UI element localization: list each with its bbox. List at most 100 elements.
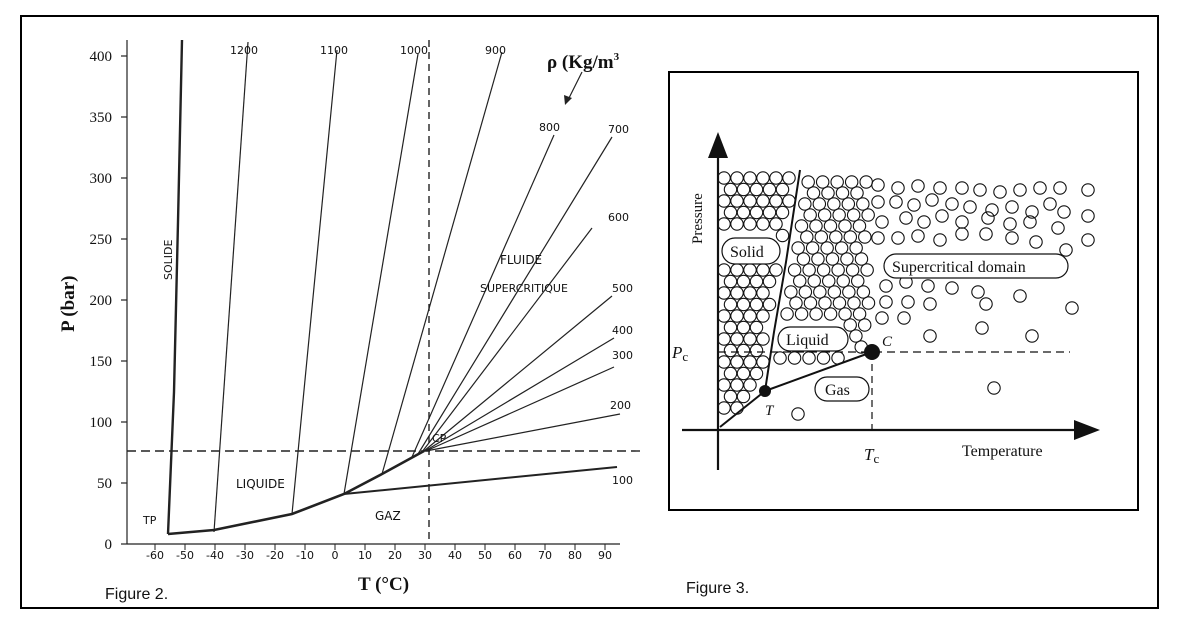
f2-x-tick-label: 50 (478, 549, 492, 562)
f2-isochore-1100 (291, 49, 338, 515)
f3-liquid-particle (825, 252, 840, 266)
f3-solid-particle (782, 171, 796, 185)
f3-supercritical-particle (973, 183, 987, 197)
f3-gas-label-pill (814, 376, 870, 402)
f3-liquid-particle (832, 208, 846, 222)
f3-liquid-particle (858, 230, 872, 244)
f3-supercritical-particle (917, 215, 931, 229)
f3-solid-particle (756, 309, 770, 323)
f3-liquid-particle (852, 219, 867, 233)
f2-isochore-600 (421, 227, 593, 453)
f3-supercritical-particle (1065, 301, 1079, 315)
f3-liquid-particle (835, 186, 850, 200)
f2-y-tick-label: 150 (90, 354, 113, 370)
figure2-caption: Figure 2. (105, 586, 169, 603)
f3-liquid-particle (843, 318, 857, 332)
f3-solid-particle (756, 194, 770, 208)
f2-density-unit: ρ (Kg/m3 (547, 51, 620, 73)
f2-label-triple-point: TP (142, 514, 157, 527)
f3-vaporization-curve (764, 351, 873, 392)
f2-density-label: 700 (608, 123, 629, 136)
f2-y-tick-label: 350 (90, 110, 113, 126)
f3-solid-particle (743, 263, 757, 277)
f3-solid-particle (730, 332, 744, 346)
f3-supercritical-particle (1059, 243, 1073, 257)
f3-liquid-particle (784, 285, 798, 299)
f3-liquid-particle (773, 351, 787, 365)
f3-x-axis-arrowhead (1074, 420, 1100, 440)
f3-liquid-particle (829, 230, 843, 244)
f3-supercritical-particle (979, 227, 993, 241)
f3-supercritical-particle (985, 203, 999, 217)
f3-supercritical-particle (1025, 329, 1039, 343)
f2-label-fluid: FLUIDE (500, 253, 542, 267)
f3-solid-particle (723, 274, 738, 289)
f3-liquid-particle (830, 175, 844, 189)
f2-x-tick-label: 30 (418, 549, 432, 562)
f3-critical-point-label: C (882, 334, 893, 350)
f3-supercritical-particle (1081, 209, 1095, 223)
f3-liquid-particle (802, 263, 816, 277)
f3-solid-particle (743, 171, 757, 185)
f3-supercritical-particle (871, 231, 885, 245)
f3-liquid-particle (791, 241, 805, 255)
f3-solid-particle (730, 194, 744, 208)
f3-supercritical-particle (923, 329, 937, 343)
f2-isochore-500 (423, 295, 613, 452)
f3-liquid-particle (802, 351, 816, 365)
f3-liquid-particle (849, 241, 863, 255)
f3-solid-particle (717, 378, 731, 392)
f3-pc-label: Pc (671, 343, 688, 364)
f2-label-gas: GAZ (375, 509, 401, 523)
f3-liquid-particle (794, 307, 809, 321)
f2-density-label: 200 (610, 399, 631, 412)
f3-supercritical-particle (901, 295, 915, 309)
f3-solid-particle (743, 194, 757, 208)
f3-liquid-particle (787, 351, 802, 365)
f3-solid-particle (717, 263, 731, 277)
f3-solid-particle (717, 171, 731, 185)
f3-liquid-particle (816, 351, 831, 365)
f3-liquid-particle (857, 318, 872, 332)
f2-label-liquid: LIQUIDE (236, 477, 285, 491)
f3-liquid-particle (821, 186, 835, 200)
f3-supercritical-particle (1043, 197, 1057, 211)
f3-solid-particle (775, 228, 790, 243)
f3-solid-particle (782, 194, 796, 208)
f3-liquid-particle (809, 219, 823, 233)
f3-solid-particle (736, 389, 751, 404)
f2-x-tick-label: -30 (236, 549, 254, 562)
f3-liquid-particle (818, 296, 832, 310)
f3-liquid-particle (806, 186, 821, 200)
f3-solid-particle (749, 297, 764, 312)
f3-supercritical-particle (871, 178, 885, 192)
f3-supercritical-particle (979, 297, 993, 311)
f2-x-tick-label: 40 (448, 549, 462, 562)
f3-solid-particle (736, 320, 751, 335)
f3-label-gas: Gas (825, 382, 850, 399)
f2-x-tick-label: 0 (332, 549, 339, 562)
f3-liquid-particle (803, 208, 817, 222)
f3-liquid-particle (794, 219, 809, 233)
f2-density-label: 600 (608, 211, 629, 224)
f2-density-arrowhead (564, 95, 572, 105)
figure3-phase-diagram: Pressure Temperature Pc Tc T C Solid Liq… (671, 132, 1100, 470)
figure3-caption: Figure 3. (686, 580, 750, 597)
f3-solid-particle (749, 182, 764, 197)
f3-liquid-particle (827, 285, 842, 299)
f3-supercritical-particle (955, 227, 969, 241)
figure2-plot-area (126, 39, 642, 545)
f3-liquid-particle (801, 175, 815, 189)
f3-supercritical-particle (933, 233, 947, 247)
f3-solid-particle (762, 274, 777, 289)
f3-solid-particle (736, 366, 751, 381)
f2-vapor-curve (167, 449, 425, 536)
figure-frame: 0 50 100 150 200 250 300 350 400 -60 -50 -40 -30 -20… (20, 15, 1159, 609)
figure3-box: Pressure Temperature Pc Tc T C Solid Liq… (668, 71, 1139, 511)
f3-solid-particle (717, 217, 731, 231)
f3-solid-particle (723, 297, 738, 312)
f3-sublimation-curve (719, 390, 766, 428)
f3-supercritical-particle (923, 297, 937, 311)
f3-supercritical-particle (1029, 235, 1043, 249)
f3-label-supercritical: Supercritical domain (892, 259, 1026, 276)
